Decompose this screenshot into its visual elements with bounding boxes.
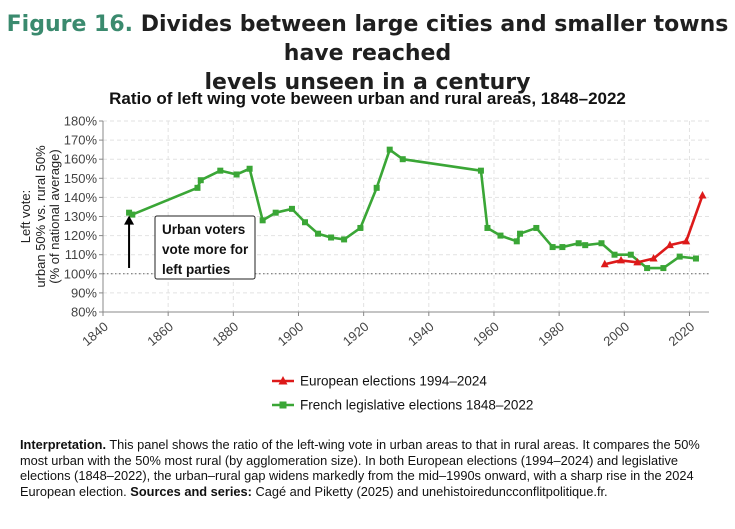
data-point	[302, 219, 308, 226]
line-chart: 80% 90% 100% 110% 120% 130% 140% 150% 160% 170% 18…	[18, 114, 709, 413]
data-point	[197, 177, 204, 184]
x-tick-label: 1860	[144, 319, 176, 349]
data-point	[328, 234, 335, 241]
data-point	[129, 211, 136, 218]
data-point	[259, 217, 266, 224]
chart-title: Ratio of left wing vote beween urban and…	[109, 89, 626, 108]
x-tick-label: 2020	[666, 319, 698, 349]
data-point	[217, 167, 224, 174]
data-point	[517, 230, 524, 237]
series-legislative	[126, 146, 699, 272]
data-point	[582, 242, 589, 249]
data-point	[598, 240, 605, 247]
annotation-text-line: vote more for	[162, 242, 249, 257]
data-point	[611, 251, 618, 258]
data-point	[676, 253, 683, 260]
legend-marker	[278, 376, 288, 385]
x-tick-label: 1940	[405, 319, 437, 349]
y-tick-label: 170%	[64, 133, 98, 148]
x-tick-label: 1960	[470, 319, 502, 349]
data-point	[692, 255, 699, 262]
legend-label: French legislative elections 1848–2022	[300, 398, 533, 413]
legend-marker	[279, 401, 287, 409]
data-point	[533, 224, 540, 231]
figure-title-line-2: levels unseen in a century	[204, 70, 531, 95]
legend-label: European elections 1994–2024	[300, 374, 487, 389]
data-point	[126, 209, 133, 216]
data-point	[513, 238, 520, 245]
data-point	[600, 259, 609, 268]
y-tick-label: 150%	[64, 171, 98, 186]
annotation-arrowhead	[124, 215, 135, 225]
y-tick-label: 90%	[71, 285, 97, 300]
data-point	[477, 167, 484, 174]
series-european	[600, 190, 707, 268]
data-point	[649, 254, 658, 262]
data-point	[617, 255, 626, 264]
data-point	[246, 165, 253, 172]
y-tick-label: 120%	[64, 228, 98, 243]
data-point	[559, 244, 566, 251]
x-tick-label: 1840	[79, 319, 111, 349]
figure-title-line-1: Divides between large cities and smaller…	[140, 12, 729, 66]
y-tick-label: 160%	[64, 152, 98, 167]
y-axis-label-line: urban 50% vs. rural 50%	[33, 145, 48, 288]
data-point	[665, 240, 674, 249]
sources-label: Sources and series:	[130, 483, 252, 499]
legend: European elections 1994–2024 French legis…	[272, 374, 533, 413]
y-axis-label-line: (% of national average)	[47, 149, 62, 283]
interpretation-text: This panel shows the ratio of the left-w…	[20, 437, 700, 499]
x-tick-label: 1900	[275, 319, 307, 349]
interpretation-note: Interpretation. This panel shows the rat…	[20, 437, 720, 499]
data-point	[373, 184, 380, 191]
y-tick-label: 80%	[71, 305, 97, 320]
data-point	[627, 251, 634, 258]
data-point	[315, 230, 322, 237]
data-point	[288, 205, 295, 212]
y-tick-label: 180%	[64, 114, 98, 129]
y-tick-label: 140%	[64, 190, 98, 205]
figure-number: Figure 16.	[6, 12, 134, 37]
data-point	[660, 265, 667, 272]
data-point	[549, 244, 556, 251]
x-tick-label: 1980	[535, 319, 567, 349]
data-point	[484, 224, 491, 231]
annotation-text-line: left parties	[162, 262, 230, 277]
y-axis-label-line: Left vote:	[18, 190, 33, 243]
data-point	[698, 190, 707, 199]
data-point	[682, 236, 691, 245]
interpretation-lead: Interpretation.	[20, 437, 107, 452]
x-tick-label: 2000	[600, 319, 632, 349]
data-point	[644, 265, 651, 272]
y-tick-label: 100%	[64, 266, 98, 281]
x-tick-label: 1880	[209, 319, 241, 349]
annotation: Urban voters vote more for left parties	[124, 215, 256, 280]
data-point	[357, 224, 364, 231]
data-point	[575, 240, 582, 247]
annotation-text-line: Urban voters	[162, 222, 245, 237]
annotation-box	[154, 215, 256, 280]
sources-text: Cagé and Piketty (2025) and unehistoired…	[251, 483, 608, 499]
data-point	[399, 156, 406, 163]
data-point	[497, 232, 504, 239]
data-point	[386, 146, 393, 153]
data-point	[233, 171, 240, 178]
data-point	[272, 209, 279, 216]
figure-title: Figure 16. Divides between large cities …	[0, 10, 735, 97]
data-point	[194, 184, 201, 191]
y-tick-label: 130%	[64, 209, 98, 224]
data-point	[341, 236, 348, 243]
data-point	[633, 257, 642, 266]
y-tick-label: 110%	[65, 247, 98, 262]
x-tick-label: 1920	[340, 319, 372, 349]
